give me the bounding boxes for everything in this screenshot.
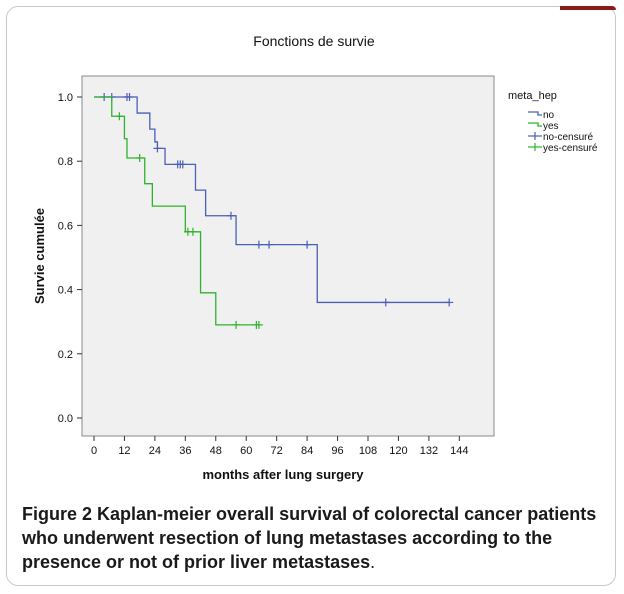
legend-line-swatch [528, 111, 542, 116]
figure-caption: Figure 2 Kaplan-meier overall survival o… [22, 502, 602, 574]
x-axis-label: months after lung surgery [202, 467, 364, 482]
censor-mark-yes [232, 320, 241, 329]
axes: 0 12 24 36 48 60 72 84 96 108 120 132 144 0.0 0.2 0.4 0.… [58, 92, 469, 457]
caption-text: Figure 2 Kaplan-meier overall survival o… [22, 504, 597, 572]
x-tick-label: 72 [271, 445, 283, 457]
y-tick-label: 0.4 [58, 285, 73, 297]
chart-title: Fonctions de survie [253, 33, 375, 49]
legend-entry-label: yes [543, 121, 559, 132]
censor-mark-yes [188, 227, 197, 236]
y-tick-label: 1.0 [58, 92, 73, 104]
y-tick-label: 0.8 [58, 156, 73, 168]
x-tick-label: 0 [91, 445, 97, 457]
censor-mark-no [254, 240, 263, 249]
censor-mark-no [265, 240, 274, 249]
legend-entry-label: no-censuré [543, 132, 593, 143]
y-tick-label: 0.6 [58, 220, 73, 232]
legend-entry-label: yes-censuré [543, 143, 598, 154]
x-tick-label: 60 [240, 445, 252, 457]
legend-entry-label: no [543, 110, 555, 121]
censor-mark-no [125, 93, 134, 101]
x-tick-label: 120 [389, 445, 407, 457]
censor-mark-yes [254, 320, 263, 329]
series-line-no [94, 96, 450, 304]
x-tick-label: 24 [149, 445, 161, 457]
caption-period: . [370, 552, 376, 572]
y-tick-label: 0.2 [58, 349, 73, 361]
x-tick-label: 36 [179, 445, 191, 457]
censor-mark-no [153, 144, 162, 153]
x-tick-label: 132 [420, 445, 438, 457]
x-tick-label: 144 [450, 445, 468, 457]
x-tick-label: 12 [118, 445, 130, 457]
censor-mark-yes [115, 112, 124, 121]
x-tick-label: 108 [359, 445, 377, 457]
censor-mark-no [303, 240, 312, 249]
x-tick-label: 96 [331, 445, 343, 457]
legend-title: meta_hep [508, 90, 557, 102]
x-tick-label: 84 [301, 445, 313, 457]
y-axis-label: Survie cumulée [32, 208, 47, 304]
censor-mark-no [445, 298, 454, 307]
frame-accent [560, 6, 616, 10]
legend-line-swatch [528, 122, 542, 127]
censor-mark-no [226, 211, 235, 220]
censor-mark-no [381, 298, 390, 307]
series-layer [94, 93, 454, 329]
x-tick-label: 48 [210, 445, 222, 457]
plot-area [81, 75, 495, 437]
figure-frame [6, 6, 616, 586]
censor-mark-yes [135, 153, 144, 162]
censor-mark-no [178, 160, 187, 169]
y-tick-label: 0.0 [58, 413, 73, 425]
